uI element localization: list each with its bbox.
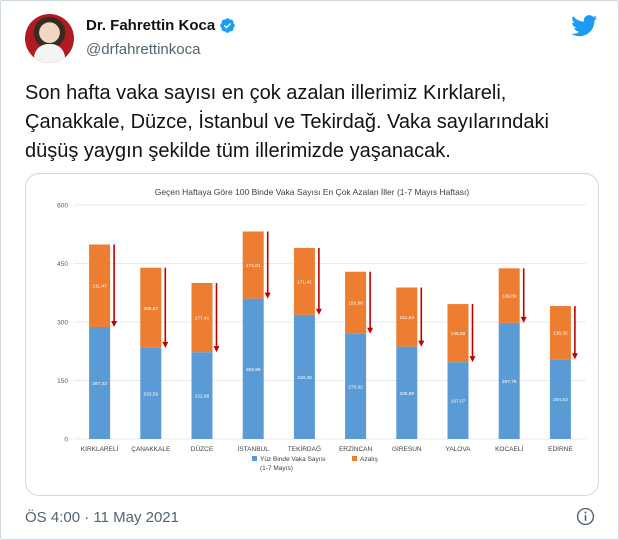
x-tick-label: KOCAELİ (495, 444, 523, 453)
bar-segment-cases (293, 314, 315, 439)
bar-segment-decrease (498, 268, 520, 323)
y-tick-label: 300 (57, 320, 68, 327)
x-tick-label: İSTANBUL (238, 444, 270, 453)
chart-bars: 287,23 211,47 233,59 205,57 222,66 177,41 359,… (89, 231, 578, 439)
data-label-cases: 233,59 (143, 391, 158, 397)
decrease-arrowhead (213, 346, 220, 353)
x-tick-label: TEKİRDAĞ (288, 444, 321, 453)
data-label-decrease: 148,88 (451, 331, 466, 337)
data-label-decrease: 211,47 (92, 284, 107, 290)
x-tick-label: ERZİNCAN (339, 444, 373, 453)
data-label-decrease: 205,57 (143, 306, 158, 312)
y-tick-label: 600 (57, 203, 68, 210)
tweet-media-chart[interactable]: Geçen Haftaya Göre 100 Binde Vaka Sayısı… (25, 173, 599, 496)
decrease-arrowhead (367, 327, 374, 334)
data-label-cases: 222,66 (195, 394, 210, 400)
y-tick-label: 450 (57, 261, 68, 268)
bar-segment-decrease (191, 282, 213, 353)
y-tick-label: 150 (57, 378, 68, 385)
bar-segment-cases (140, 347, 162, 439)
decrease-arrowhead (571, 353, 578, 360)
x-tick-label: YALOVA (445, 446, 471, 453)
tweet-timestamp[interactable]: ÖS 4:00 · 11 May 2021 (25, 509, 179, 526)
decrease-arrowhead (418, 340, 425, 347)
bar-chart: Geçen Haftaya Göre 100 Binde Vaka Sayısı… (57, 187, 586, 472)
bar-segment-decrease (140, 267, 162, 348)
decrease-arrowhead (111, 320, 118, 327)
legend-swatch-cases (252, 456, 257, 461)
bar-segment-decrease (89, 244, 111, 327)
x-tick-label: DÜZCE (191, 445, 214, 453)
bar-segment-cases (498, 322, 520, 439)
bar-segment-cases (191, 352, 213, 439)
x-tick-label: EDİRNE (548, 444, 573, 453)
bar-segment-cases (242, 298, 264, 439)
decrease-arrowhead (264, 292, 271, 299)
data-label-cases: 270,02 (348, 384, 363, 390)
chart-x-labels: KIRKLARELİ ÇANAKKALE DÜZCE İSTANBUL TEKİRDAĞ… (81, 444, 574, 453)
bar-segment-decrease (396, 287, 418, 347)
data-label-decrease: 177,41 (195, 316, 210, 322)
author-handle[interactable]: @drfahrettinkoca (86, 41, 201, 58)
data-label-cases: 204,53 (553, 397, 568, 403)
data-label-decrease: 136,35 (553, 331, 568, 337)
legend-label-decrease: Azalış (360, 456, 378, 463)
info-icon[interactable] (576, 507, 595, 526)
bar-segment-decrease (345, 271, 367, 334)
chart-title: Geçen Haftaya Göre 100 Binde Vaka Sayısı… (155, 187, 470, 197)
x-tick-label: KIRKLARELİ (81, 444, 119, 453)
data-label-cases: 359,99 (246, 367, 261, 373)
twitter-bird-icon[interactable] (571, 15, 598, 37)
data-label-cases: 287,23 (92, 381, 107, 387)
data-label-decrease: 172,01 (246, 263, 261, 269)
bar-segment-cases (549, 359, 571, 439)
bar-segment-cases (345, 333, 367, 439)
data-label-decrease: 171,41 (297, 279, 312, 285)
data-label-decrease: 158,88 (348, 301, 363, 307)
avatar[interactable] (25, 14, 74, 63)
data-label-decrease: 139,89 (502, 294, 517, 300)
chart-legend: Yüz Binde Vaka Sayısı (1-7 Mayıs) Azalış (252, 456, 378, 472)
x-tick-label: GİRESUN (392, 444, 422, 453)
verified-badge-icon (220, 18, 235, 33)
bar-segment-cases (396, 346, 418, 439)
decrease-arrowhead (162, 341, 169, 348)
data-label-cases: 197,07 (451, 399, 466, 405)
decrease-arrowhead (520, 316, 527, 323)
bar-segment-decrease (293, 247, 315, 315)
author-name[interactable]: Dr. Fahrettin Koca (86, 17, 216, 34)
chart-y-ticks: 0 150 300 450 600 (57, 203, 68, 444)
bar-segment-decrease (549, 306, 571, 360)
bar-segment-decrease (242, 231, 264, 299)
legend-label-cases-period: (1-7 Mayıs) (260, 465, 293, 472)
x-tick-label: ÇANAKKALE (131, 446, 171, 453)
legend-label-cases: Yüz Binde Vaka Sayısı (260, 456, 326, 463)
author-name-row: Dr. Fahrettin Koca (86, 17, 236, 34)
data-label-cases: 297,76 (502, 379, 517, 385)
bar-segment-decrease (447, 304, 469, 363)
bar-segment-cases (447, 362, 469, 439)
decrease-arrowhead (469, 356, 476, 363)
data-label-cases: 318,48 (297, 375, 312, 381)
decrease-arrowhead (315, 308, 322, 315)
tweet-text: Son hafta vaka sayısı en çok azalan ille… (25, 82, 549, 162)
y-tick-label: 0 (64, 437, 68, 444)
data-label-decrease: 151,54 (399, 315, 414, 321)
legend-swatch-decrease (352, 456, 357, 461)
data-label-cases: 236,90 (399, 391, 414, 397)
bar-segment-cases (89, 326, 111, 439)
